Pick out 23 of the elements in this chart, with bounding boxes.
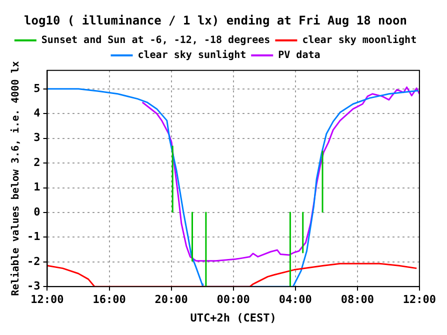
y-axis-title: Reliable values below 3.6, i.e. 4000 lx <box>10 61 22 296</box>
x-tick-label: 20:00 <box>154 293 188 306</box>
y-tick-label: -3 <box>26 279 40 292</box>
y-tick-label: 1 <box>34 180 41 194</box>
y-tick-label: 2 <box>34 156 40 169</box>
y-tick-label: 5 <box>34 82 40 95</box>
x-tick-label: 08:00 <box>340 293 374 306</box>
y-tick-label: 0 <box>34 205 40 218</box>
y-tick-label: 3 <box>34 131 40 144</box>
legend-label: clear sky sunlight <box>138 48 246 61</box>
legend-label: PV data <box>278 50 320 61</box>
x-tick-label: 00:00 <box>216 293 250 306</box>
x-axis-title: UTC+2h (CEST) <box>190 311 276 324</box>
legend-label: Sunset and Sun at -6, -12, -18 degrees <box>41 34 270 46</box>
y-tick-label: 4 <box>34 106 41 120</box>
legend-label: clear sky moonlight <box>302 34 417 46</box>
x-tick-label: 04:00 <box>278 293 312 306</box>
x-tick-label: 16:00 <box>92 293 126 306</box>
x-tick-label: 12:00 <box>402 293 436 306</box>
y-tick-label: -2 <box>26 254 40 268</box>
y-tick-label: -1 <box>26 230 41 244</box>
chart-title: log10 ( illuminance / 1 lx) ending at Fri Aug 18 noon <box>24 13 407 28</box>
x-tick-label: 12:00 <box>30 293 64 306</box>
